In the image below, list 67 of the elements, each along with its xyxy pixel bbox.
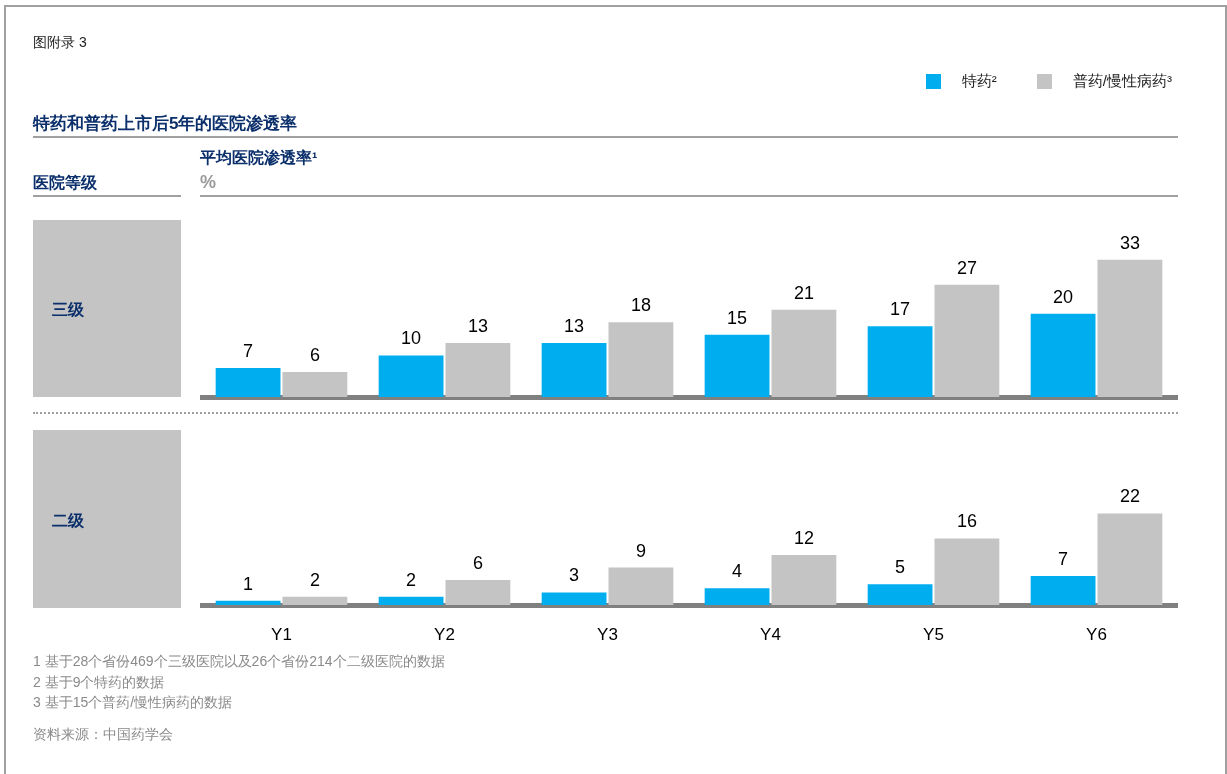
bar bbox=[608, 322, 674, 397]
data-label: 18 bbox=[630, 295, 651, 316]
data-label: 20 bbox=[1053, 286, 1074, 307]
data-label: 7 bbox=[1058, 548, 1069, 569]
bar bbox=[867, 326, 933, 397]
bar bbox=[771, 555, 837, 605]
data-label: 4 bbox=[732, 561, 743, 582]
data-label: 6 bbox=[309, 345, 320, 366]
data-label: 5 bbox=[895, 557, 906, 578]
bar bbox=[1097, 513, 1163, 605]
bar bbox=[867, 584, 933, 605]
bar bbox=[445, 342, 511, 397]
bar bbox=[1097, 259, 1163, 397]
data-label: 17 bbox=[890, 299, 911, 320]
data-label: 12 bbox=[793, 528, 814, 549]
data-label: 13 bbox=[564, 315, 585, 336]
data-label: 7 bbox=[243, 340, 254, 361]
bar bbox=[378, 355, 444, 397]
text: 3 基于15个普药/慢性病药的数据 bbox=[33, 693, 234, 712]
bar bbox=[215, 367, 281, 397]
bar bbox=[541, 592, 607, 605]
data-label: 1 bbox=[243, 573, 254, 594]
label-box: 二级 bbox=[33, 430, 181, 608]
data-label: 3 bbox=[569, 565, 580, 586]
bar bbox=[378, 596, 444, 605]
bar bbox=[1030, 575, 1096, 605]
data-label: 2 bbox=[309, 569, 320, 590]
text: 2 基于9个特药的数据 bbox=[33, 672, 166, 692]
data-label: 22 bbox=[1119, 486, 1140, 507]
bar bbox=[704, 588, 770, 605]
legend-label: 普药/慢性病药³ bbox=[1072, 72, 1172, 91]
label-box: 三级 bbox=[33, 220, 181, 397]
x-tick-label: Y4 bbox=[760, 624, 781, 644]
bar bbox=[282, 372, 348, 397]
x-tick-label: Y1 bbox=[271, 624, 292, 644]
data-label: 15 bbox=[727, 307, 748, 328]
data-label: 16 bbox=[956, 511, 977, 532]
bar bbox=[771, 309, 837, 397]
x-tick-label: Y5 bbox=[923, 624, 944, 644]
text: 1 基于28个省份469个三级医院以及26个省份214个二级医院的数据 bbox=[33, 652, 445, 671]
data-label: 10 bbox=[401, 328, 422, 349]
bar bbox=[445, 580, 511, 605]
bar bbox=[541, 342, 607, 397]
data-label: 33 bbox=[1119, 232, 1140, 253]
data-label: 6 bbox=[472, 553, 483, 574]
legend-label: 特药² bbox=[961, 72, 997, 91]
data-label: 2 bbox=[406, 569, 417, 590]
bar bbox=[934, 284, 1000, 397]
x-tick-label: Y2 bbox=[434, 624, 455, 644]
data-label: 9 bbox=[635, 540, 646, 561]
text: % bbox=[200, 171, 217, 194]
bar bbox=[1030, 313, 1096, 397]
text: 医院等级 bbox=[33, 174, 97, 191]
data-label: 13 bbox=[467, 315, 488, 336]
bar bbox=[215, 600, 281, 605]
x-tick-label: Y6 bbox=[1086, 624, 1107, 644]
bar bbox=[282, 596, 348, 605]
y-axis-title: 平均医院渗透率¹ bbox=[200, 148, 319, 168]
chart-title: 特药和普药上市后5年的医院渗透率 bbox=[33, 114, 298, 133]
bar bbox=[608, 567, 674, 605]
data-label: 21 bbox=[793, 282, 814, 303]
x-tick-label: Y3 bbox=[597, 624, 618, 644]
text: 资料来源：中国药学会 bbox=[33, 724, 174, 744]
bar bbox=[934, 538, 1000, 605]
bar bbox=[704, 334, 770, 397]
text: 图附录 3 bbox=[33, 34, 87, 52]
data-label: 27 bbox=[956, 257, 977, 278]
